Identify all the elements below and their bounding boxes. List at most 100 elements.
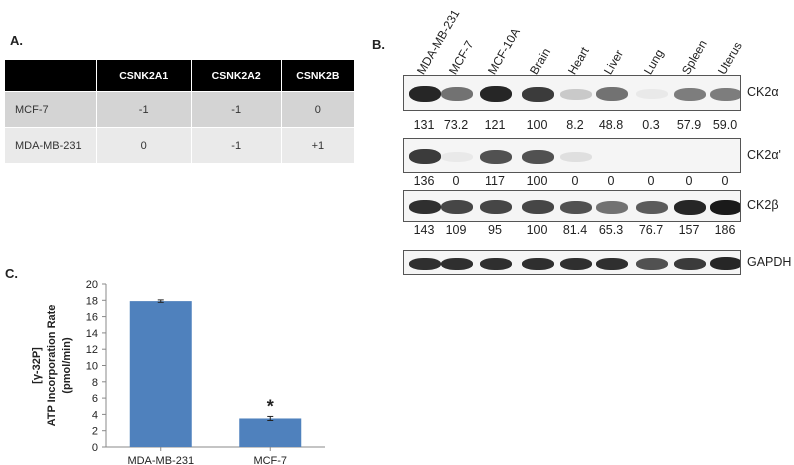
blot-band	[636, 201, 668, 214]
band-quantification: 65.3	[598, 223, 624, 237]
table-row: MDA-MB-231 0 -1 +1	[5, 127, 356, 163]
y-tick-label: 18	[86, 295, 98, 307]
band-quantification: 8.2	[566, 118, 584, 132]
blot-band	[596, 87, 628, 101]
band-quantification: 95	[488, 223, 502, 237]
panel-c-label: C.	[5, 266, 18, 281]
table-header-cell	[5, 60, 97, 92]
lane-label: Brain	[527, 45, 554, 77]
y-axis-label: [γ-32P]	[31, 347, 43, 384]
blot-band	[480, 258, 512, 270]
blot-band	[522, 200, 554, 214]
x-tick-label: MCF-7	[253, 455, 287, 465]
blot-band	[480, 150, 512, 164]
blot-image	[403, 138, 741, 173]
band-quantification: 81.4	[562, 223, 588, 237]
band-quantification: 117	[485, 174, 505, 188]
band-quantification: 48.8	[598, 118, 624, 132]
y-tick-label: 6	[92, 393, 98, 405]
panel-b-label: B.	[372, 37, 385, 52]
band-quantification: 143	[413, 223, 435, 237]
y-tick-label: 16	[86, 312, 98, 324]
band-quantification: 131	[413, 118, 435, 132]
y-tick-label: 4	[92, 409, 98, 421]
blot-protein-label: CK2α'	[747, 147, 781, 162]
table-header-cell: CSNK2A2	[191, 60, 282, 92]
kinase-activity-bar-chart: 0 2 4 6 8 10 12 14 16 18 20 [γ-32P] ATP Incorporatio…	[31, 279, 325, 465]
band-quantification: 136	[413, 174, 435, 188]
table-cell: 0	[96, 127, 192, 163]
band-quantification: 0.3	[642, 118, 660, 132]
blot-band	[636, 89, 668, 99]
blot-band	[596, 201, 628, 214]
lane-label: Liver	[601, 47, 627, 77]
y-tick-label: 2	[92, 426, 98, 438]
blot-band	[674, 88, 706, 101]
lane-label: Uterus	[715, 39, 745, 77]
blot-band	[522, 87, 554, 102]
blot-band	[441, 200, 473, 214]
blot-image	[403, 75, 741, 111]
table-row-label: MDA-MB-231	[5, 127, 97, 163]
band-quantification: 0	[571, 174, 579, 188]
blot-protein-label: CK2β	[747, 198, 779, 212]
blot-band	[560, 152, 592, 162]
y-axis-label: (pmol/min)	[61, 337, 73, 394]
blot-image	[403, 190, 741, 222]
band-quantification: 76.7	[638, 223, 664, 237]
band-quantification: 0	[607, 174, 615, 188]
band-quantification: 57.9	[676, 118, 702, 132]
blot-band	[480, 86, 512, 102]
band-quantification: 100	[526, 223, 548, 237]
blot-band	[560, 201, 592, 214]
blot-band	[710, 88, 740, 101]
y-tick-label: 10	[86, 361, 98, 373]
blot-band	[710, 200, 740, 215]
table-row: MCF-7 -1 -1 0	[5, 91, 356, 128]
blot-band	[522, 150, 554, 164]
blot-band	[560, 258, 592, 270]
y-tick-label: 12	[86, 344, 98, 356]
blot-band	[674, 258, 706, 270]
lane-label: Spleen	[679, 37, 710, 77]
blot-image	[403, 250, 741, 275]
table-cell: -1	[191, 91, 282, 128]
table-row-label: MCF-7	[5, 91, 97, 128]
band-quantification: 0	[685, 174, 693, 188]
blot-band	[522, 258, 554, 270]
blot-band	[596, 258, 628, 270]
panel-a-label: A.	[10, 33, 23, 48]
blot-band	[409, 149, 441, 164]
table-cell: +1	[281, 127, 356, 163]
blot-band	[409, 200, 441, 214]
band-quantification: 109	[445, 223, 467, 237]
blot-band	[710, 257, 740, 270]
lane-label: Heart	[565, 44, 592, 77]
band-quantification: 100	[526, 174, 548, 188]
blot-band	[480, 200, 512, 214]
y-tick-label: 0	[92, 442, 98, 454]
table-header-cell: CSNK2A1	[96, 60, 192, 92]
lane-label: MCF-7	[446, 38, 477, 77]
bar	[129, 301, 192, 447]
blot-band	[409, 258, 441, 270]
blot-protein-label: CK2α	[747, 85, 779, 99]
y-tick-label: 20	[86, 279, 98, 291]
blot-band	[560, 89, 592, 100]
blot-band	[674, 200, 706, 215]
band-quantification: 186	[714, 223, 736, 237]
y-tick-label: 14	[86, 328, 98, 340]
blot-band	[441, 152, 473, 162]
blot-band	[441, 258, 473, 270]
band-quantification: 0	[721, 174, 729, 188]
lane-label: MCF-10A	[485, 25, 523, 77]
bar	[239, 418, 302, 447]
significance-marker: *	[267, 396, 274, 416]
y-tick-label: 8	[92, 377, 98, 389]
blot-band	[441, 87, 473, 101]
band-quantification: 0	[452, 174, 460, 188]
band-quantification: 100	[526, 118, 548, 132]
table-cell: 0	[281, 91, 356, 128]
table-header-row: CSNK2A1 CSNK2A2 CSNK2B	[5, 60, 356, 92]
table-cell: -1	[96, 91, 192, 128]
